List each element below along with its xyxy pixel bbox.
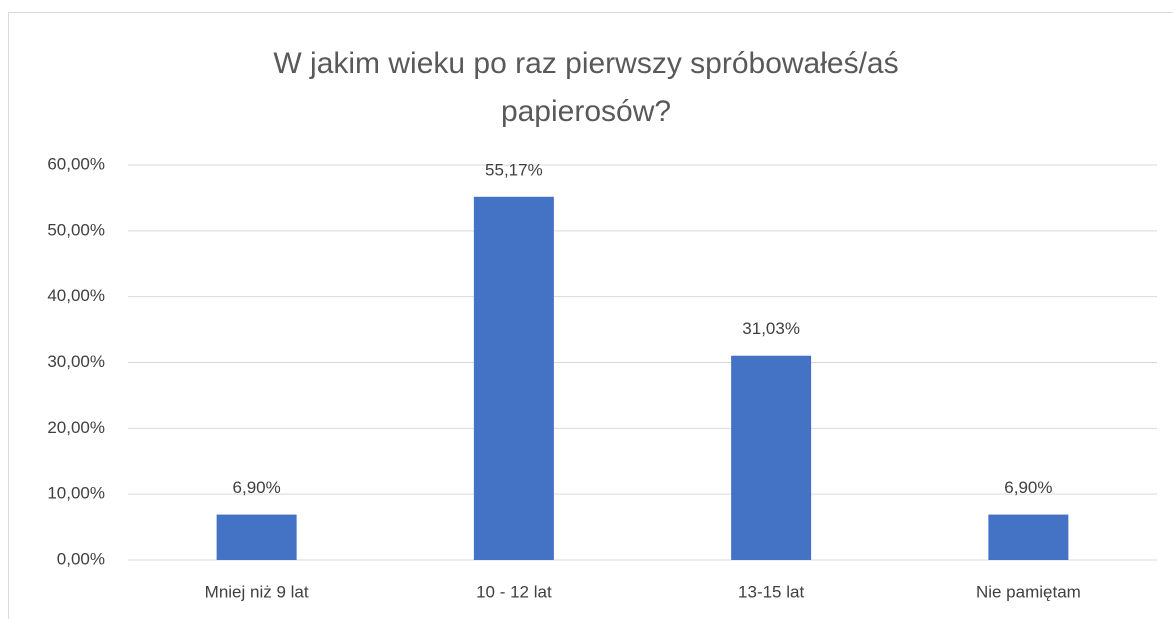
- y-tick-label: 10,00%: [47, 484, 105, 503]
- x-tick-label: 10 - 12 lat: [476, 582, 552, 601]
- data-label: 6,90%: [1004, 478, 1052, 497]
- y-tick-label: 20,00%: [47, 418, 105, 437]
- data-label: 55,17%: [485, 160, 543, 179]
- bar: [731, 355, 812, 560]
- y-tick-label: 40,00%: [47, 286, 105, 305]
- y-tick-label: 0,00%: [57, 549, 105, 568]
- y-tick-label: 30,00%: [47, 352, 105, 371]
- data-label: 31,03%: [742, 319, 800, 338]
- data-label: 6,90%: [233, 478, 281, 497]
- chart-title: W jakim wieku po raz pierwszy spróbowałe…: [273, 47, 899, 128]
- x-tick-label: Mniej niż 9 lat: [205, 582, 309, 601]
- chart-border: [8, 12, 1173, 619]
- bar: [216, 514, 297, 560]
- bar: [988, 514, 1069, 560]
- x-tick-label: 13-15 lat: [738, 582, 804, 601]
- y-tick-label: 60,00%: [47, 154, 105, 173]
- x-tick-label: Nie pamiętam: [976, 582, 1081, 601]
- y-tick-label: 50,00%: [47, 220, 105, 239]
- bar: [473, 196, 554, 561]
